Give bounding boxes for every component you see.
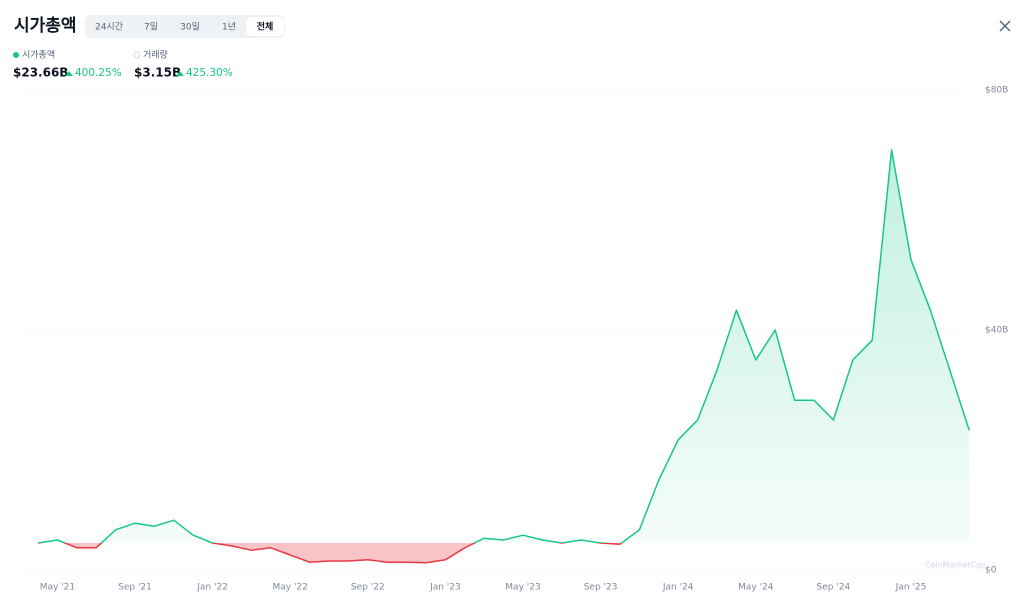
x-tick-label: May '23 xyxy=(505,583,540,593)
tab[interactable]: 1년 xyxy=(222,22,236,33)
x-tick-label: May '24 xyxy=(738,583,774,593)
x-tick-label: Jan '22 xyxy=(196,583,228,593)
title: 시가총액 xyxy=(14,16,77,36)
close-button[interactable] xyxy=(999,20,1011,32)
tab[interactable]: 7일 xyxy=(144,22,158,33)
stat-value: $23.66B xyxy=(13,66,68,80)
tab-selected-bg xyxy=(246,17,284,36)
tab[interactable]: 24시간 xyxy=(95,22,123,33)
area xyxy=(38,150,970,563)
line xyxy=(37,149,970,564)
x-tick-label: Jan '23 xyxy=(429,583,461,593)
tab-group xyxy=(85,15,285,38)
stat-label: 시가총액 xyxy=(22,49,55,61)
x-tick-label: Jan '25 xyxy=(895,583,927,593)
stat-change: 400.25% xyxy=(75,67,122,79)
x-tick-label: May '21 xyxy=(40,583,75,593)
watermark: CoinMarketCap xyxy=(925,561,986,570)
legend-dot xyxy=(13,52,19,58)
stat-label: 거래량 xyxy=(143,49,168,61)
legend-dot xyxy=(133,51,141,59)
y-tick-label: $80B xyxy=(985,86,1008,96)
tab[interactable]: 30일 xyxy=(180,22,200,33)
up-arrow xyxy=(65,71,73,76)
x-tick-label: Sep '24 xyxy=(817,583,851,593)
up-arrow xyxy=(176,71,184,76)
x-tick-label: May '22 xyxy=(272,583,307,593)
x-tick-label: Sep '22 xyxy=(351,583,385,593)
tab[interactable]: 전체 xyxy=(257,21,274,33)
y-tick-label: $0 xyxy=(985,566,997,576)
y-tick-label: $40B xyxy=(985,326,1008,336)
x-tick-label: Sep '21 xyxy=(118,583,152,593)
x-tick-label: Jan '24 xyxy=(662,583,694,593)
x-tick-label: Sep '23 xyxy=(584,583,618,593)
stat-value: $3.15B xyxy=(134,66,181,80)
stat-change: 425.30% xyxy=(186,67,233,79)
